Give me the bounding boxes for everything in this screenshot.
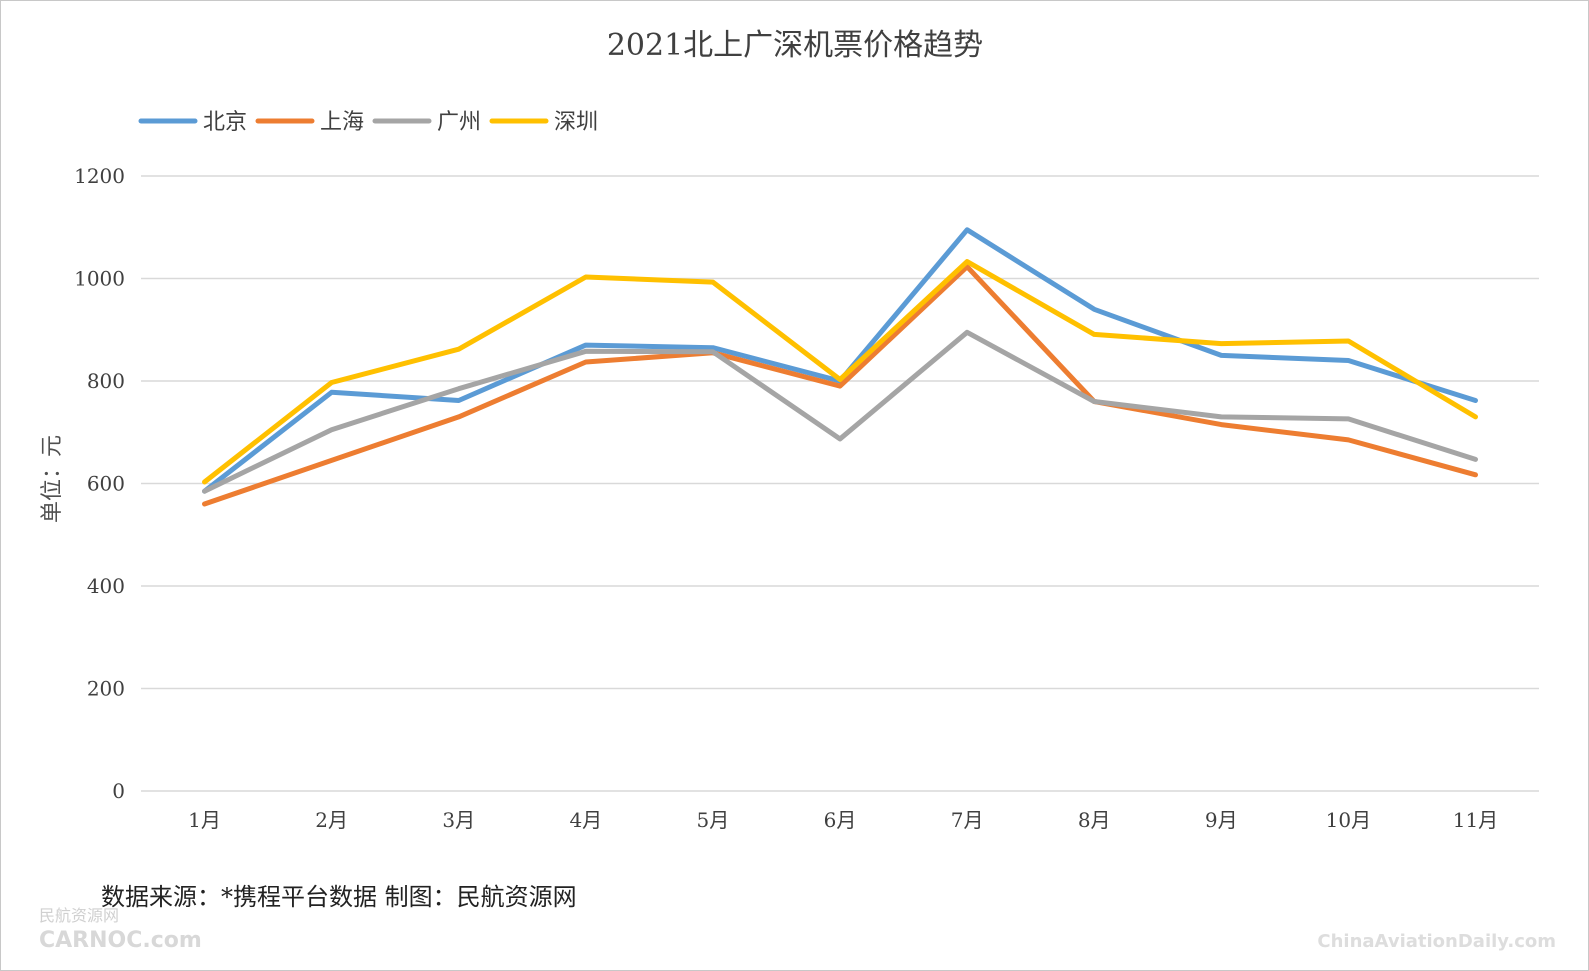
x-tick-label: 8月 [1078,808,1111,832]
watermark-left-cn: 民航资源网 [39,906,119,925]
y-tick-label: 600 [87,472,125,496]
gridlines [141,175,1539,792]
series-line-广州 [202,329,1478,494]
x-tick-label: 4月 [569,808,602,832]
y-axis-ticks: 0 200 400 600 800 1000 1200 [74,164,125,803]
x-tick-label: 2月 [315,808,348,832]
y-tick-label: 0 [112,779,125,803]
chart-title: 2021北上广深机票价格趋势 [607,28,983,63]
legend-label: 上海 [320,110,364,135]
watermark-right: ChinaAviationDaily.com [1317,931,1556,952]
series-line-上海 [202,264,1478,507]
series-lines [202,227,1478,507]
y-tick-label: 400 [87,574,125,598]
x-tick-label: 10月 [1326,808,1371,832]
x-tick-label: 3月 [442,808,475,832]
y-tick-label: 800 [87,369,125,393]
y-axis-label: 单位：元 [40,435,65,523]
y-tick-label: 1000 [74,267,125,291]
series-line-深圳 [202,259,1478,485]
x-tick-label: 7月 [951,808,984,832]
x-tick-label: 11月 [1453,808,1498,832]
source-note: 数据来源：*携程平台数据 制图：民航资源网 [101,883,577,911]
legend-label: 北京 [203,110,247,135]
x-tick-label: 5月 [697,808,730,832]
legend: 北京 上海 广州 深圳 [138,110,598,135]
y-tick-label: 200 [87,677,125,701]
x-tick-label: 6月 [824,808,857,832]
legend-label: 广州 [437,110,481,135]
x-tick-label: 1月 [188,808,221,832]
y-tick-label: 1200 [74,164,125,188]
watermark-left-en: CARNOC.com [39,928,202,953]
legend-label: 深圳 [554,110,598,135]
x-axis-ticks: 1月 2月 3月 4月 5月 6月 7月 8月 9月 10月 11月 [188,808,1498,832]
series-line-北京 [202,227,1478,494]
x-tick-label: 9月 [1205,808,1238,832]
